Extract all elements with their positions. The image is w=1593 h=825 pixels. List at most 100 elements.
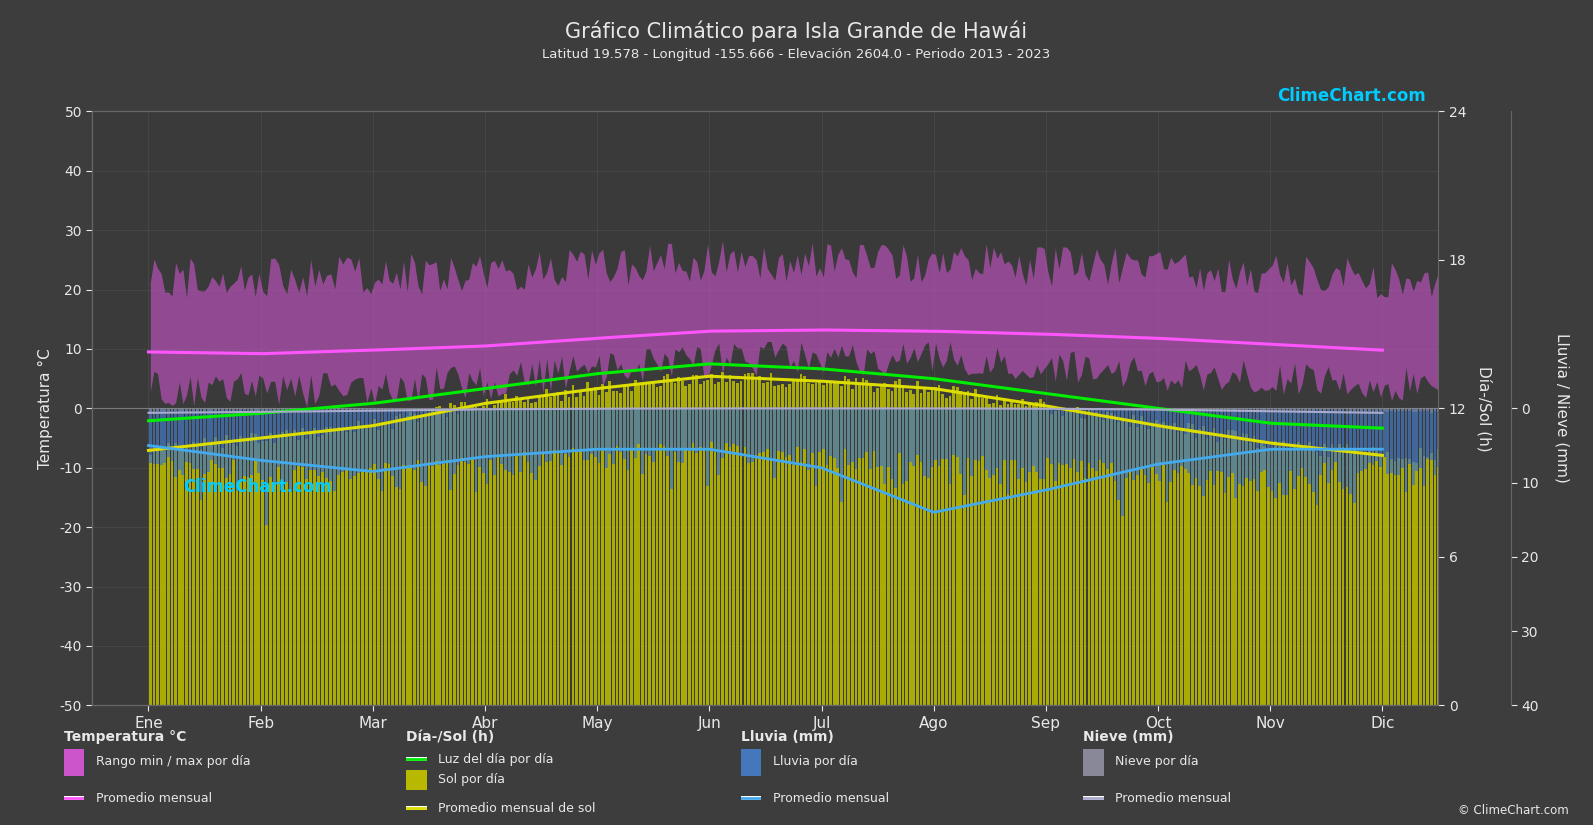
Bar bbox=[1260, 408, 1263, 411]
Bar bbox=[859, 408, 860, 459]
Bar bbox=[1231, 408, 1233, 410]
Bar bbox=[523, 403, 526, 705]
Bar bbox=[586, 408, 589, 410]
Bar bbox=[1327, 408, 1330, 483]
Bar bbox=[578, 392, 581, 705]
Bar bbox=[523, 408, 526, 452]
Bar bbox=[1419, 408, 1421, 411]
Bar bbox=[1094, 412, 1098, 705]
Bar bbox=[1380, 408, 1381, 411]
Bar bbox=[830, 408, 832, 456]
Bar bbox=[739, 381, 742, 705]
Bar bbox=[266, 408, 268, 411]
Bar bbox=[253, 408, 256, 460]
Bar bbox=[1246, 434, 1247, 705]
Bar bbox=[1324, 444, 1325, 705]
Bar bbox=[879, 384, 883, 705]
Bar bbox=[597, 408, 601, 463]
Bar bbox=[357, 408, 360, 473]
Bar bbox=[1289, 408, 1292, 411]
Bar bbox=[1286, 408, 1289, 495]
Bar bbox=[1133, 415, 1136, 705]
Bar bbox=[1426, 408, 1429, 411]
Bar bbox=[395, 408, 398, 410]
Bar bbox=[244, 408, 245, 410]
Bar bbox=[508, 403, 511, 705]
Bar bbox=[153, 408, 155, 464]
Bar bbox=[432, 408, 433, 466]
Bar bbox=[930, 408, 933, 467]
Bar bbox=[519, 408, 523, 410]
Bar bbox=[1152, 424, 1153, 705]
Bar bbox=[803, 375, 806, 705]
Bar bbox=[967, 408, 970, 459]
Bar bbox=[851, 408, 854, 461]
Bar bbox=[1203, 408, 1204, 410]
Bar bbox=[956, 408, 959, 456]
Bar bbox=[314, 408, 315, 469]
Bar bbox=[755, 408, 757, 455]
Bar bbox=[876, 408, 879, 409]
Bar bbox=[924, 408, 926, 475]
Bar bbox=[1058, 407, 1061, 705]
Bar bbox=[1155, 408, 1158, 410]
Bar bbox=[1338, 444, 1341, 705]
Bar bbox=[362, 426, 365, 705]
Bar bbox=[1238, 408, 1241, 484]
Bar bbox=[851, 389, 854, 705]
Bar bbox=[1466, 408, 1469, 458]
Bar bbox=[1166, 408, 1168, 409]
Bar bbox=[156, 408, 159, 411]
Bar bbox=[1352, 408, 1356, 411]
Bar bbox=[761, 383, 765, 705]
Bar bbox=[792, 408, 795, 409]
Bar bbox=[575, 397, 578, 705]
Bar bbox=[822, 384, 825, 705]
Bar bbox=[1069, 408, 1072, 409]
Bar bbox=[435, 407, 438, 705]
Bar bbox=[427, 408, 430, 462]
Bar bbox=[333, 408, 336, 411]
Bar bbox=[1018, 408, 1020, 478]
Bar bbox=[919, 408, 922, 462]
Bar bbox=[1121, 408, 1125, 409]
Bar bbox=[384, 408, 387, 464]
Bar bbox=[556, 392, 559, 705]
Bar bbox=[739, 408, 742, 409]
Bar bbox=[902, 408, 905, 484]
Bar bbox=[663, 376, 666, 705]
Bar bbox=[597, 395, 601, 705]
Bar bbox=[196, 408, 199, 469]
Bar bbox=[545, 408, 548, 462]
Bar bbox=[1294, 408, 1295, 489]
Bar bbox=[314, 408, 315, 411]
Bar bbox=[1192, 424, 1193, 705]
Bar bbox=[680, 380, 683, 705]
Bar bbox=[766, 408, 769, 449]
Bar bbox=[706, 380, 709, 705]
Bar bbox=[854, 378, 857, 705]
Bar bbox=[733, 381, 734, 705]
Bar bbox=[819, 408, 820, 452]
Bar bbox=[1386, 452, 1389, 705]
Bar bbox=[1278, 408, 1281, 411]
Text: Lluvia por día: Lluvia por día bbox=[773, 755, 857, 768]
Bar bbox=[1088, 410, 1090, 705]
Bar bbox=[290, 408, 292, 492]
Bar bbox=[1368, 449, 1370, 705]
Text: Gráfico Climático para Isla Grande de Hawái: Gráfico Climático para Isla Grande de Ha… bbox=[566, 21, 1027, 42]
Bar bbox=[370, 408, 373, 410]
Bar bbox=[1445, 408, 1446, 411]
Bar bbox=[1372, 408, 1375, 412]
Bar bbox=[530, 408, 534, 410]
Bar bbox=[840, 385, 843, 705]
Bar bbox=[905, 392, 908, 705]
Bar bbox=[1184, 408, 1187, 469]
Bar bbox=[999, 405, 1002, 705]
Bar bbox=[1177, 408, 1179, 410]
Bar bbox=[1141, 416, 1142, 705]
Bar bbox=[1155, 420, 1158, 705]
Bar bbox=[714, 408, 717, 452]
Bar bbox=[1198, 408, 1201, 486]
Bar bbox=[1266, 408, 1270, 487]
